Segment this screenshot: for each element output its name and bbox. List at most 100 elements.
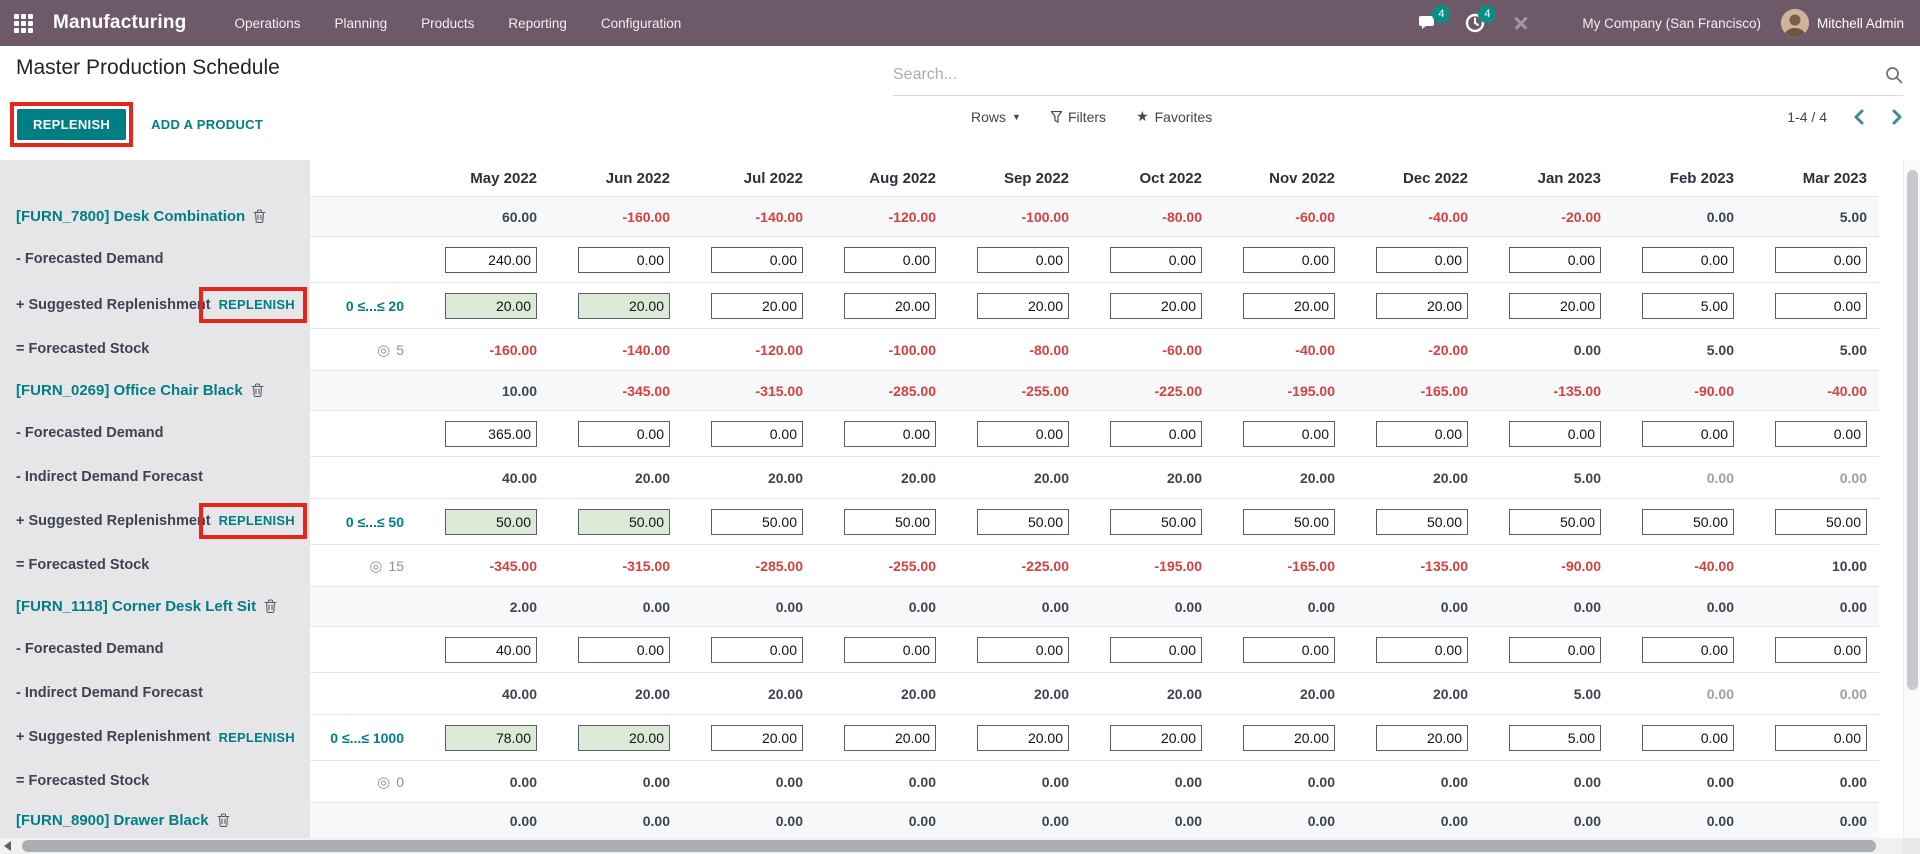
replenishment-input[interactable] [711,724,803,751]
replenishment-input[interactable] [1243,508,1335,535]
replenishment-input[interactable] [1509,508,1601,535]
forecasted-demand-input[interactable] [844,246,936,273]
forecasted-demand-input[interactable] [1642,420,1734,447]
replenishment-input[interactable] [844,508,936,535]
company-switcher[interactable]: My Company (San Francisco) [1582,15,1761,31]
user-menu[interactable]: Mitchell Admin [1780,9,1904,37]
app-name[interactable]: Manufacturing [53,12,187,33]
replenishment-input[interactable] [1642,292,1734,319]
forecasted-demand-input[interactable] [578,420,670,447]
replenishment-input[interactable] [844,724,936,751]
pager-next-icon[interactable] [1891,109,1903,125]
menu-reporting[interactable]: Reporting [508,15,567,31]
replenishment-input[interactable] [1642,724,1734,751]
scroll-left-arrow[interactable] [4,841,11,851]
forecasted-demand-input[interactable] [977,420,1069,447]
replenishment-input[interactable] [1243,724,1335,751]
forecasted-demand-input[interactable] [578,636,670,663]
favorites-button[interactable]: ★ Favorites [1136,108,1213,125]
replenishment-input[interactable] [1243,292,1335,319]
add-product-button[interactable]: ADD A PRODUCT [151,117,264,132]
replenishment-input[interactable] [1509,292,1601,319]
forecasted-demand-input[interactable] [711,420,803,447]
forecasted-demand-input[interactable] [977,246,1069,273]
replenishment-input[interactable] [1110,508,1202,535]
replenish-range-link[interactable]: 0 ≤...≤ 1000 [330,729,404,746]
rows-dropdown[interactable]: Rows ▼ [971,108,1021,125]
vertical-scrollbar[interactable] [1903,160,1920,838]
forecasted-demand-input[interactable] [977,636,1069,663]
replenishment-input[interactable] [1775,292,1867,319]
replenish-range-link[interactable]: 0 ≤...≤ 50 [345,513,404,530]
replenishment-input[interactable] [844,292,936,319]
apps-menu-icon[interactable] [14,13,33,33]
replenish-range-link[interactable]: 0 ≤...≤ 20 [345,297,404,314]
forecasted-demand-input[interactable] [1243,420,1335,447]
forecasted-demand-input[interactable] [1376,636,1468,663]
vertical-scrollbar-thumb[interactable] [1907,170,1918,690]
replenishment-input[interactable] [578,508,670,535]
forecasted-demand-input[interactable] [1243,636,1335,663]
replenishment-input[interactable] [1509,724,1601,751]
stock-target-indicator[interactable]: ◎ 0 [377,773,404,791]
forecasted-demand-input[interactable] [1376,420,1468,447]
menu-configuration[interactable]: Configuration [600,15,682,31]
forecasted-demand-input[interactable] [1110,636,1202,663]
messages-icon[interactable]: 4 [1416,5,1451,36]
horizontal-scrollbar[interactable] [0,838,1903,854]
replenishment-input[interactable] [977,292,1069,319]
row-replenish-link[interactable]: REPLENISH [218,297,295,312]
replenishment-input[interactable] [1775,724,1867,751]
menu-products[interactable]: Products [421,15,475,31]
forecasted-demand-input[interactable] [711,636,803,663]
forecasted-demand-input[interactable] [844,636,936,663]
replenishment-input[interactable] [711,292,803,319]
replenishment-input[interactable] [1376,724,1468,751]
forecasted-demand-input[interactable] [1509,636,1601,663]
menu-operations[interactable]: Operations [234,15,301,31]
stock-target-indicator[interactable]: ◎ 5 [377,341,404,359]
product-link[interactable]: [FURN_0269] Office Chair Black [16,381,243,399]
forecasted-demand-input[interactable] [844,420,936,447]
forecasted-demand-input[interactable] [1110,246,1202,273]
forecasted-demand-input[interactable] [1110,420,1202,447]
activities-icon[interactable]: 4 [1462,5,1497,36]
forecasted-demand-input[interactable] [711,246,803,273]
trash-icon[interactable] [264,599,277,613]
forecasted-demand-input[interactable] [1775,420,1867,447]
replenishment-input[interactable] [1775,508,1867,535]
replenishment-input[interactable] [1642,508,1734,535]
support-tools-icon[interactable] [1508,10,1534,36]
replenishment-input[interactable] [445,508,537,535]
search-input[interactable] [893,65,1885,84]
forecasted-demand-input[interactable] [1509,420,1601,447]
product-link[interactable]: [FURN_8900] Drawer Black [16,811,209,829]
replenishment-input[interactable] [1110,724,1202,751]
forecasted-demand-input[interactable] [445,420,537,447]
replenishment-input[interactable] [1376,292,1468,319]
forecasted-demand-input[interactable] [1243,246,1335,273]
forecasted-demand-input[interactable] [1642,636,1734,663]
trash-icon[interactable] [217,813,230,827]
replenishment-input[interactable] [1376,508,1468,535]
forecasted-demand-input[interactable] [1775,636,1867,663]
forecasted-demand-input[interactable] [1642,246,1734,273]
forecasted-demand-input[interactable] [1509,246,1601,273]
search-icon[interactable] [1885,66,1903,84]
replenishment-input[interactable] [1110,292,1202,319]
forecasted-demand-input[interactable] [445,246,537,273]
product-link[interactable]: [FURN_1118] Corner Desk Left Sit [16,597,257,615]
replenishment-input[interactable] [445,292,537,319]
row-replenish-link[interactable]: REPLENISH [218,729,295,745]
replenishment-input[interactable] [578,724,670,751]
trash-icon[interactable] [251,383,264,397]
forecasted-demand-input[interactable] [1775,246,1867,273]
filters-button[interactable]: Filters [1050,109,1106,125]
replenishment-input[interactable] [578,292,670,319]
trash-icon[interactable] [253,209,266,223]
product-link[interactable]: [FURN_7800] Desk Combination [16,207,246,225]
pager-previous-icon[interactable] [1853,109,1865,125]
forecasted-demand-input[interactable] [578,246,670,273]
stock-target-indicator[interactable]: ◎ 15 [369,557,404,575]
horizontal-scrollbar-thumb[interactable] [22,840,1876,852]
